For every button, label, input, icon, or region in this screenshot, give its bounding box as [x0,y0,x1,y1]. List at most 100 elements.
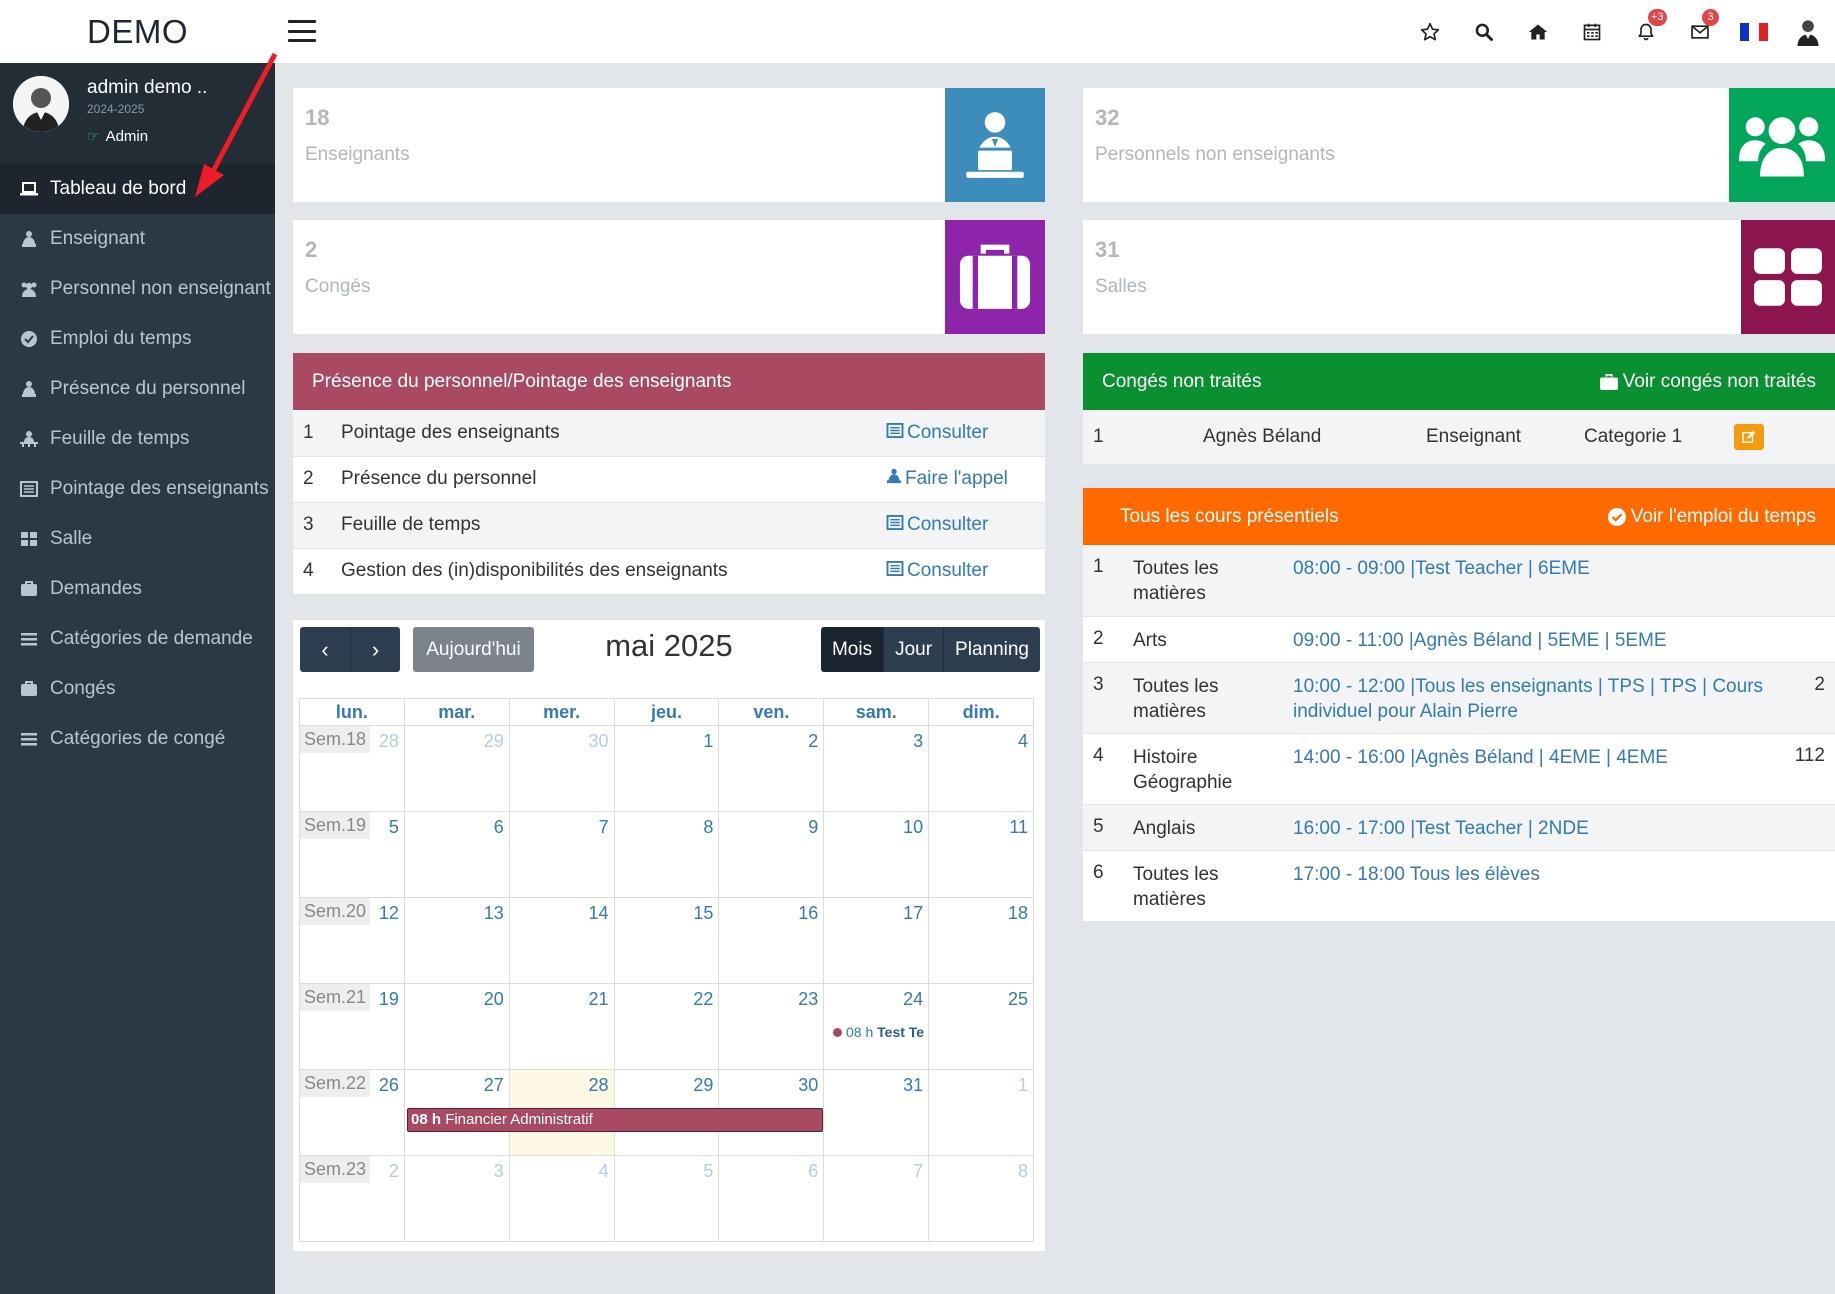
day-number[interactable]: 25 [1007,989,1029,1009]
prev-month-button[interactable]: ‹ [321,636,329,662]
calendar-day-cell[interactable]: 29 [404,726,510,812]
stat-box-rooms[interactable]: 31 Salles [1083,220,1835,334]
view-timetable-link[interactable]: Voir l'emploi du temps [1607,506,1816,528]
user-avatar-icon[interactable] [1781,0,1835,63]
row-action-link[interactable]: Faire l'appel [886,468,1008,489]
calendar-day-cell[interactable]: 2 [719,726,825,812]
day-number[interactable]: 15 [693,903,714,923]
sidebar-item-personnel-non-enseignant[interactable]: Personnel non enseignant [0,264,275,314]
day-number[interactable]: 8 [1018,1161,1029,1181]
day-number[interactable]: 13 [483,903,504,923]
app-logo[interactable]: DEMO [87,12,188,50]
calendar-day-cell[interactable]: 24 [824,984,930,1070]
calendar-day-cell[interactable]: 22 [614,984,720,1070]
day-number[interactable]: 20 [483,989,504,1009]
day-number[interactable]: 2 [388,1161,399,1181]
sidebar-item-salle[interactable]: Salle [0,514,275,564]
day-number[interactable]: 30 [588,731,609,751]
sidebar-item-feuille-de-temps[interactable]: Feuille de temps [0,414,275,464]
day-number[interactable]: 6 [808,1161,819,1181]
menu-toggle-button[interactable] [288,20,316,42]
calendar-day-cell[interactable]: 17 [824,898,930,984]
day-number[interactable]: 4 [598,1161,609,1181]
calendar-day-cell[interactable]: 13 [404,898,510,984]
sidebar-item-cong-s[interactable]: Congés [0,664,275,714]
calendar-day-cell[interactable]: 1 [929,1070,1035,1156]
day-number[interactable]: 29 [483,731,504,751]
sidebar-item-pr-sence-du-personnel[interactable]: Présence du personnel [0,364,275,414]
day-number[interactable]: 23 [798,989,819,1009]
calendar-day-cell[interactable]: 31 [824,1070,930,1156]
course-detail-link[interactable]: 14:00 - 16:00 |Agnès Béland | 4EME | 4EM… [1293,746,1668,768]
sidebar-item-emploi-du-temps[interactable]: Emploi du temps [0,314,275,364]
day-number[interactable]: 12 [378,903,399,923]
day-number[interactable]: 1 [1018,1075,1029,1095]
day-number[interactable]: 26 [378,1075,399,1095]
calendar-day-cell[interactable]: 28 Sem.18 [300,726,405,812]
calendar-day-cell[interactable]: 12 Sem.20 [300,898,405,984]
day-number[interactable]: 31 [903,1075,924,1095]
calendar-day-cell[interactable]: 6 [719,1156,825,1242]
day-number[interactable]: 7 [913,1161,924,1181]
day-number[interactable]: 8 [703,817,714,837]
sidebar-item-cat-gories-de-cong-[interactable]: Catégories de congé [0,714,275,764]
calendar-day-cell[interactable]: 7 [824,1156,930,1242]
calendar-day-cell[interactable]: 6 [404,812,510,898]
stat-box-staff[interactable]: 32 Personnels non enseignants [1083,88,1835,202]
day-number[interactable]: 11 [1009,817,1029,837]
day-number[interactable]: 18 [1007,903,1029,923]
day-number[interactable]: 7 [598,817,609,837]
calendar-day-cell[interactable]: 23 [719,984,825,1070]
calendar-day-cell[interactable]: 19 Sem.21 [300,984,405,1070]
day-number[interactable]: 10 [903,817,924,837]
edit-button[interactable] [1734,424,1764,450]
day-number[interactable]: 19 [378,989,399,1009]
day-number[interactable]: 3 [913,731,924,751]
row-action-link[interactable]: Consulter [886,560,988,581]
calendar-day-cell[interactable]: 8 [614,812,720,898]
bell-icon[interactable]: +3 [1619,0,1673,63]
calendar-day-cell[interactable]: 26 Sem.22 [300,1070,405,1156]
day-number[interactable]: 5 [388,817,399,837]
stat-box-teachers[interactable]: 18 Enseignants [293,88,1045,202]
day-number[interactable]: 16 [798,903,819,923]
day-number[interactable]: 17 [903,903,924,923]
course-detail-link[interactable]: 17:00 - 18:00 Tous les élèves [1293,863,1540,885]
sidebar-item-demandes[interactable]: Demandes [0,564,275,614]
view-day-button[interactable]: Jour [883,627,944,672]
sidebar-item-cat-gories-de-demande[interactable]: Catégories de demande [0,614,275,664]
home-icon[interactable] [1511,0,1565,63]
view-leaves-link[interactable]: Voir congés non traités [1599,371,1816,393]
day-number[interactable]: 4 [1018,731,1029,751]
day-number[interactable]: 6 [493,817,504,837]
stat-box-leaves[interactable]: 2 Congés [293,220,1045,334]
envelope-icon[interactable]: 3 [1673,0,1727,63]
calendar-day-cell[interactable]: 30 [509,726,615,812]
day-number[interactable]: 9 [808,817,819,837]
calendar-day-cell[interactable]: 20 [404,984,510,1070]
course-detail-link[interactable]: 10:00 - 12:00 |Tous les enseignants | TP… [1293,675,1764,722]
view-month-button[interactable]: Mois [820,627,884,672]
day-number[interactable]: 1 [703,731,714,751]
day-number[interactable]: 24 [903,989,924,1009]
day-number[interactable]: 28 [588,1075,609,1095]
calendar-day-cell[interactable]: 3 [404,1156,510,1242]
calendar-day-cell[interactable]: 15 [614,898,720,984]
calendar-day-cell[interactable]: 21 [509,984,615,1070]
day-number[interactable]: 22 [693,989,714,1009]
calendar-day-cell[interactable]: 18 [929,898,1035,984]
day-number[interactable]: 30 [798,1075,819,1095]
calendar-day-cell[interactable]: 1 [614,726,720,812]
row-action-link[interactable]: Consulter [886,514,988,535]
calendar-day-cell[interactable]: 8 [929,1156,1035,1242]
calendar-day-cell[interactable]: 5 Sem.19 [300,812,405,898]
calendar-day-cell[interactable]: 16 [719,898,825,984]
calendar-event[interactable]: 08 h Financier Administratif [407,1108,823,1132]
calendar-day-cell[interactable]: 30 [719,1070,825,1156]
day-number[interactable]: 29 [693,1075,714,1095]
calendar-day-cell[interactable]: 25 [929,984,1035,1070]
calendar-day-cell[interactable]: 11 [929,812,1035,898]
day-number[interactable]: 5 [703,1161,714,1181]
next-month-button[interactable]: › [350,627,400,672]
sidebar-item-pointage-des-enseignants[interactable]: Pointage des enseignants [0,464,275,514]
